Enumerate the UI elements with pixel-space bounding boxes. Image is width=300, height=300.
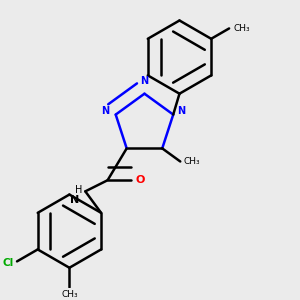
Text: Cl: Cl [3, 258, 14, 268]
Text: N: N [140, 76, 148, 86]
Text: N: N [177, 106, 185, 116]
Text: N: N [70, 195, 80, 205]
Text: CH₃: CH₃ [233, 24, 250, 33]
Text: O: O [135, 175, 145, 185]
Text: CH₃: CH₃ [61, 290, 78, 299]
Text: H: H [75, 185, 83, 195]
Text: N: N [101, 106, 109, 116]
Text: CH₃: CH₃ [183, 157, 200, 166]
